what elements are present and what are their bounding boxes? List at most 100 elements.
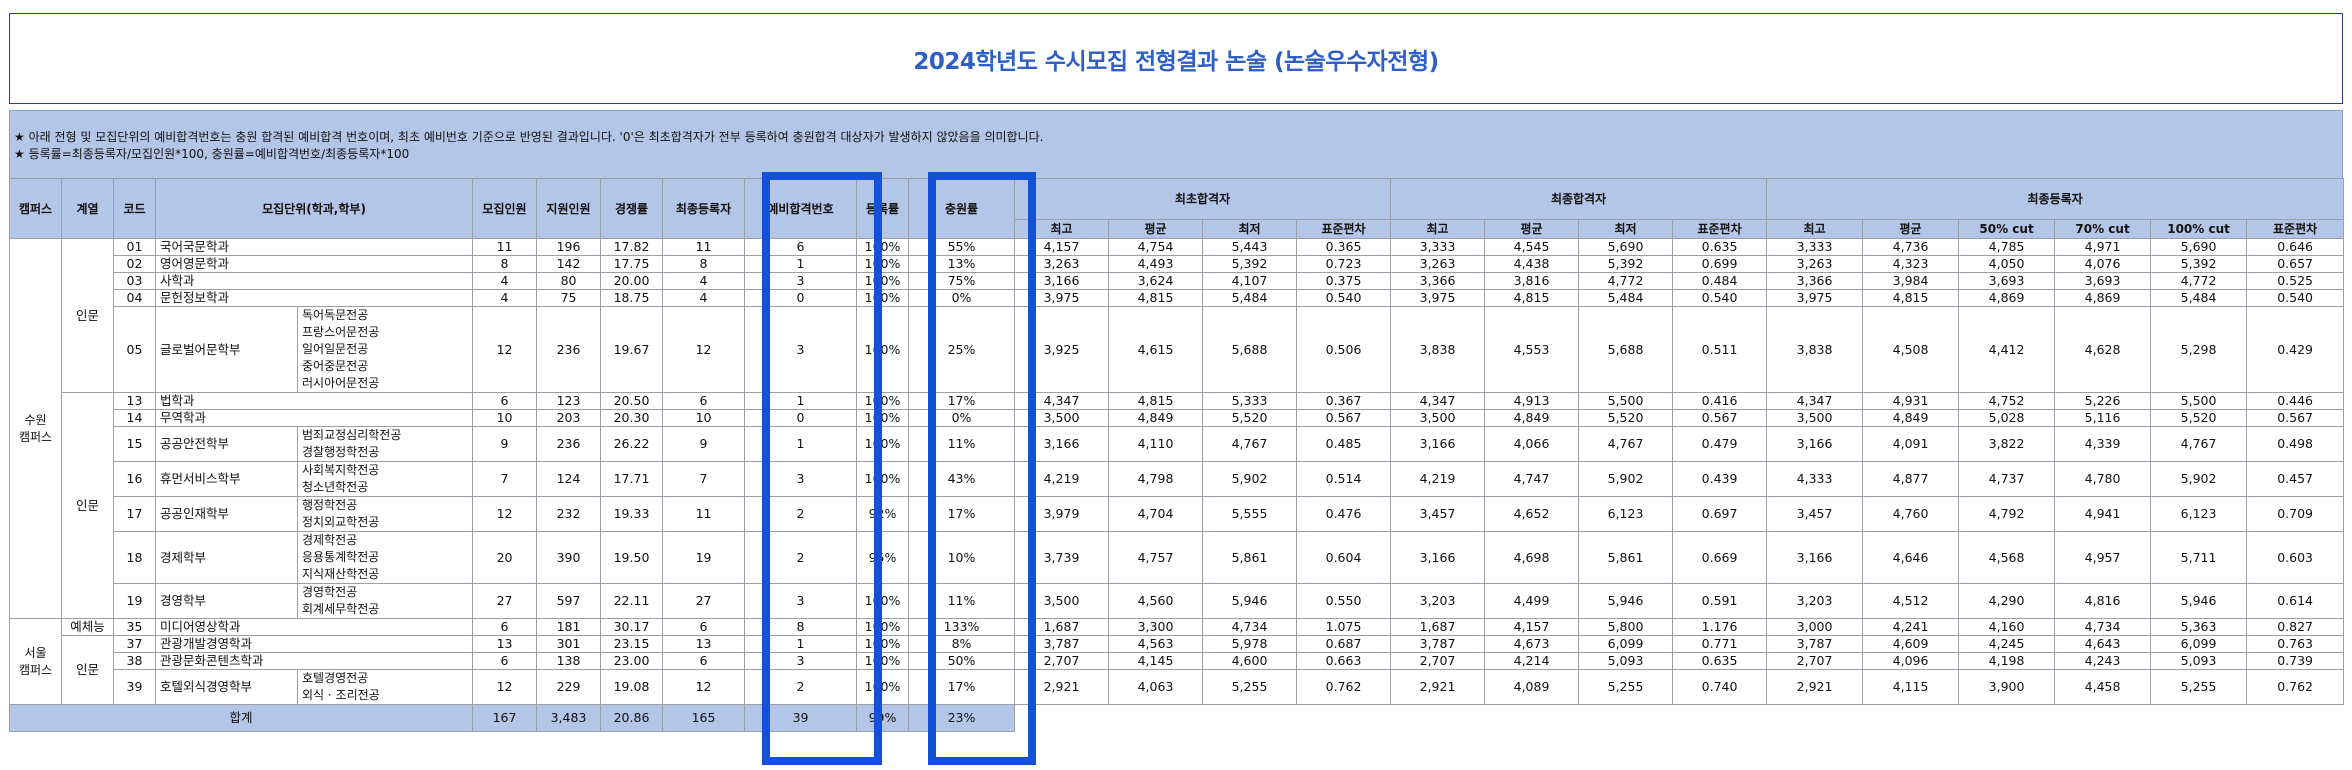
enrolled-score-cell: 5,392 bbox=[2150, 255, 2248, 273]
enrolled-score-cell: 0.457 bbox=[2246, 461, 2345, 497]
waitlist-cell: 3 bbox=[744, 583, 858, 619]
table-row: 16 휴먼서비스학부 사회복지학전공 청소년학전공 7 124 17.71 7 3 100% 43… bbox=[10, 461, 2345, 497]
final-score-cell: 3,366 bbox=[1390, 272, 1486, 290]
major-cell: 호텔경영전공 외식 · 조리전공 bbox=[296, 669, 474, 705]
ratio-cell: 26.22 bbox=[600, 426, 664, 462]
registered-cell: 8 bbox=[662, 255, 746, 273]
reg-rate-cell: 100% bbox=[856, 652, 910, 670]
enrolled-score-cell: 3,263 bbox=[1766, 255, 1864, 273]
code-cell: 17 bbox=[113, 496, 156, 532]
first-score-cell: 4,734 bbox=[1202, 618, 1298, 636]
campus-suwon: 수원 캠퍼스 bbox=[9, 238, 62, 619]
title-box: 2024학년도 수시모집 전형결과 논술 (논술우수자전형) bbox=[9, 13, 2343, 104]
first-score-cell: 3,166 bbox=[1014, 426, 1110, 462]
enrolled-score-cell: 5,711 bbox=[2150, 531, 2248, 584]
major-cell: 범죄교정심리학전공 경찰행정학전공 bbox=[296, 426, 474, 462]
ratio-cell: 19.08 bbox=[600, 669, 664, 705]
table-row: 15 공공안전학부 범죄교정심리학전공 경찰행정학전공 9 236 26.22 9 1 100%… bbox=[10, 426, 2345, 462]
first-score-cell: 5,946 bbox=[1202, 583, 1298, 619]
unit-cell: 관광개발경영학과 bbox=[154, 635, 474, 653]
unit-cell: 경제학부 bbox=[155, 531, 298, 584]
final-score-cell: 0.740 bbox=[1672, 669, 1768, 705]
final-score-cell: 4,545 bbox=[1484, 238, 1580, 256]
enrolled-score-cell: 0.429 bbox=[2246, 306, 2345, 393]
enrolled-score-cell: 5,500 bbox=[2150, 392, 2248, 410]
header-ratio: 경쟁률 bbox=[600, 178, 664, 239]
quota-cell: 11 bbox=[472, 238, 538, 256]
first-score-cell: 4,615 bbox=[1108, 306, 1204, 393]
final-score-cell: 5,800 bbox=[1578, 618, 1674, 636]
enrolled-score-cell: 2,921 bbox=[1766, 669, 1864, 705]
final-score-cell: 3,203 bbox=[1390, 583, 1486, 619]
first-score-cell: 3,624 bbox=[1108, 272, 1204, 290]
header-field: 계열 bbox=[61, 178, 114, 239]
enrolled-score-cell: 0.603 bbox=[2246, 531, 2345, 584]
waitlist-cell: 0 bbox=[744, 409, 858, 427]
final-score-cell: 1,687 bbox=[1390, 618, 1486, 636]
enrolled-score-cell: 3,366 bbox=[1766, 272, 1864, 290]
final-score-cell: 3,787 bbox=[1390, 635, 1486, 653]
enrolled-score-cell: 0.827 bbox=[2246, 618, 2345, 636]
table-row: 19 경영학부 경영학전공 회계세무학전공 27 597 22.11 27 3 100% 11% 3… bbox=[10, 583, 2345, 619]
table-row: 05 글로벌어문학부 독어독문전공 프랑스어문전공 일어일문전공 중어중문전공 러시… bbox=[10, 306, 2345, 393]
table-row: 17 공공인재학부 행정학전공 정치외교학전공 12 232 19.33 11 2 92% 17%… bbox=[10, 496, 2345, 532]
enrolled-score-cell: 5,363 bbox=[2150, 618, 2248, 636]
table-row: 39 호텔외식경영학부 호텔경영전공 외식 · 조리전공 12 229 19.08 12 2 1… bbox=[10, 669, 2345, 705]
enrolled-score-cell: 5,690 bbox=[2150, 238, 2248, 256]
final-score-cell: 4,214 bbox=[1484, 652, 1580, 670]
applicants-cell: 75 bbox=[536, 289, 602, 307]
enrolled-score-cell: 5,226 bbox=[2054, 392, 2152, 410]
unit-cell: 무역학과 bbox=[154, 409, 474, 427]
quota-cell: 4 bbox=[472, 289, 538, 307]
table-row: 03 사학과 4 80 20.00 4 3 100% 75% 3,166 3,624 4,107 0.3… bbox=[10, 272, 2345, 290]
ratio-cell: 30.17 bbox=[600, 618, 664, 636]
enrolled-score-cell: 4,245 bbox=[1958, 635, 2056, 653]
page-title: 2024학년도 수시모집 전형결과 논술 (논술우수자전형) bbox=[913, 48, 1439, 75]
enrolled-score-cell: 4,323 bbox=[1862, 255, 1960, 273]
total-row: 합계 167 3,483 20.86 165 39 99% 23% bbox=[8, 704, 2344, 732]
code-cell: 37 bbox=[113, 635, 156, 653]
final-score-cell: 4,652 bbox=[1484, 496, 1580, 532]
enrolled-score-cell: 3,333 bbox=[1766, 238, 1864, 256]
first-score-cell: 3,300 bbox=[1108, 618, 1204, 636]
enrolled-score-cell: 4,160 bbox=[1958, 618, 2056, 636]
final-score-cell: 0.439 bbox=[1672, 461, 1768, 497]
sub-header: 최저 bbox=[1578, 219, 1674, 239]
first-score-cell: 3,263 bbox=[1014, 255, 1110, 273]
major-cell: 사회복지학전공 청소년학전공 bbox=[296, 461, 474, 497]
quota-cell: 10 bbox=[472, 409, 538, 427]
final-score-cell: 0.540 bbox=[1672, 289, 1768, 307]
field-humanities: 인문 bbox=[61, 635, 114, 705]
results-table: 캠퍼스 계열 코드 모집단위(학과,학부) 모집인원 지원인원 경쟁률 최종등록… bbox=[8, 178, 2345, 732]
enrolled-score-cell: 4,772 bbox=[2150, 272, 2248, 290]
header-registered: 최종등록자 bbox=[662, 178, 746, 239]
enrolled-score-cell: 4,643 bbox=[2054, 635, 2152, 653]
table-row: 04 문헌정보학과 4 75 18.75 4 0 100% 0% 3,975 4,815 5,484 0… bbox=[10, 289, 2345, 307]
field-humanities: 인문 bbox=[61, 392, 114, 619]
final-score-cell: 4,767 bbox=[1578, 426, 1674, 462]
code-cell: 15 bbox=[113, 426, 156, 462]
code-cell: 14 bbox=[113, 409, 156, 427]
first-score-cell: 5,688 bbox=[1202, 306, 1298, 393]
quota-cell: 6 bbox=[472, 618, 538, 636]
registered-cell: 7 bbox=[662, 461, 746, 497]
registered-cell: 11 bbox=[662, 238, 746, 256]
final-score-cell: 5,946 bbox=[1578, 583, 1674, 619]
reg-rate-cell: 100% bbox=[856, 255, 910, 273]
note-2: ★ 등록률=최종등록자/모집인원*100, 충원률=예비합격번호/최종등록자*1… bbox=[14, 147, 410, 161]
table-row: 38 관광문화콘텐츠학과 6 138 23.00 6 3 100% 50% 2,707 4,145 4… bbox=[10, 652, 2345, 670]
final-score-cell: 4,438 bbox=[1484, 255, 1580, 273]
enrolled-score-cell: 4,792 bbox=[1958, 496, 2056, 532]
unit-cell: 공공안전학부 bbox=[155, 426, 298, 462]
fill-rate-cell: 17% bbox=[908, 669, 1016, 705]
waitlist-cell: 1 bbox=[744, 426, 858, 462]
major-cell: 경제학전공 응용통계학전공 지식재산학전공 bbox=[296, 531, 474, 584]
enrolled-score-cell: 0.446 bbox=[2246, 392, 2345, 410]
total-fill-rate: 23% bbox=[908, 704, 1016, 732]
waitlist-cell: 3 bbox=[744, 306, 858, 393]
registered-cell: 12 bbox=[662, 306, 746, 393]
fill-rate-cell: 0% bbox=[908, 289, 1016, 307]
enrolled-score-cell: 3,500 bbox=[1766, 409, 1864, 427]
applicants-cell: 196 bbox=[536, 238, 602, 256]
enrolled-score-cell: 4,412 bbox=[1958, 306, 2056, 393]
